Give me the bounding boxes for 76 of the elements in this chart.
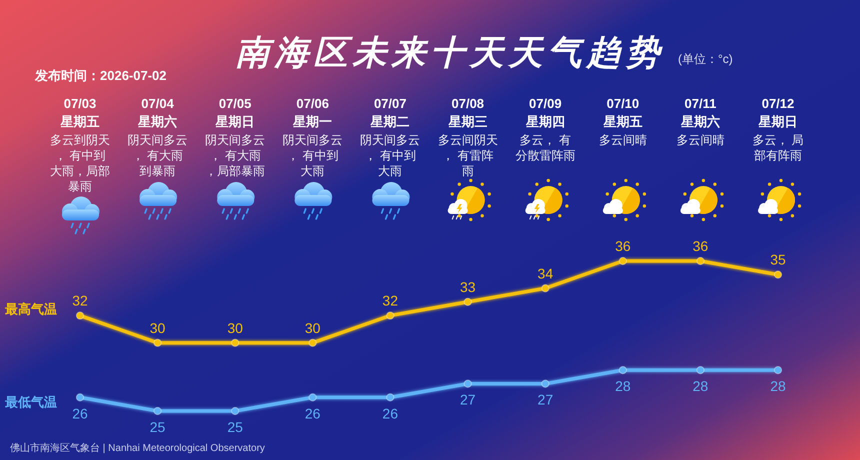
data-label: 27 [538, 392, 554, 408]
text: 星期六 [137, 114, 178, 129]
chart-subtitle: (单位：°c) [678, 52, 733, 66]
point [464, 298, 472, 306]
text: 发布时间：2026-07-02 [34, 68, 166, 83]
data-label: 25 [227, 419, 244, 435]
point [774, 270, 782, 279]
point [541, 380, 550, 388]
text: 多云， 局部有阵雨 [752, 133, 804, 162]
x-tick-label: 07/05 [218, 96, 252, 111]
data-label: 36 [615, 238, 631, 254]
data-label: 35 [770, 252, 786, 268]
point [386, 393, 394, 402]
text: 佛山市南海区气象台 | Nanhai Meteorological Observatory [10, 442, 265, 454]
text: 阴天间多云， 有大雨，局部暴雨 [205, 133, 266, 178]
data-label: 28 [770, 378, 786, 394]
point [308, 393, 317, 402]
data-label: 36 [692, 238, 708, 254]
point [696, 366, 705, 374]
data-label: 32 [382, 292, 398, 309]
text: 星期五 [60, 114, 100, 129]
text: 多云间晴 [598, 133, 647, 147]
series-label: 最高气温 [4, 302, 57, 317]
x-tick-label: 07/09 [529, 96, 562, 111]
x-tick-label: 07/07 [374, 96, 406, 111]
data-label: 30 [227, 320, 244, 336]
point [76, 311, 84, 320]
x-tick-label: 07/06 [296, 96, 329, 111]
text: 星期二 [370, 114, 410, 129]
data-label: 27 [460, 392, 476, 408]
text: 多云间阴天， 有雷阵雨 [438, 133, 498, 178]
data-label: 32 [72, 292, 88, 309]
x-tick-label: 07/08 [452, 96, 484, 111]
text: 星期三 [447, 114, 488, 129]
text: 星期六 [680, 114, 720, 129]
point [231, 406, 240, 416]
point [231, 338, 240, 347]
text: 阴天间多云， 有大雨到暴雨 [128, 133, 188, 178]
x-tick-label: 07/10 [606, 96, 640, 111]
text: 星期日 [214, 114, 255, 129]
point [308, 338, 317, 347]
data-label: 28 [615, 378, 631, 394]
x-tick-label: 07/11 [684, 96, 716, 111]
point [153, 406, 162, 416]
chart-title: 南海区未来十天天气趋势 [236, 34, 664, 72]
text: 星期五 [602, 114, 642, 129]
x-tick-label: 07/03 [64, 96, 96, 111]
text: 多云， 有分散雷阵雨 [515, 133, 576, 162]
data-label: 26 [72, 405, 88, 422]
x-tick-label: 07/12 [762, 96, 794, 111]
text: 阴天间多云， 有中到大雨 [282, 133, 343, 178]
x-tick-label: 07/04 [141, 96, 175, 111]
point [774, 366, 782, 374]
text: 多云到阴天， 有中到大雨，局部暴雨 [50, 133, 110, 194]
point [386, 311, 394, 320]
data-label: 34 [538, 265, 554, 282]
point [153, 338, 162, 347]
data-label: 33 [460, 278, 476, 295]
data-label: 30 [304, 320, 321, 336]
point [76, 393, 84, 402]
text: 星期一 [292, 114, 332, 129]
text: 星期日 [758, 114, 798, 129]
point [618, 256, 627, 266]
text: 阴天间多云， 有中到大雨 [360, 133, 420, 178]
series-label: 最低气温 [4, 394, 57, 410]
data-label: 30 [150, 320, 166, 336]
data-label: 25 [150, 419, 166, 435]
data-label: 26 [304, 405, 321, 422]
text: 多云间晴 [676, 133, 724, 147]
point [618, 366, 627, 374]
point [464, 380, 472, 388]
point [696, 256, 705, 266]
data-label: 28 [692, 378, 708, 394]
text: 星期四 [524, 114, 565, 129]
point [541, 284, 550, 292]
data-label: 26 [382, 405, 398, 422]
